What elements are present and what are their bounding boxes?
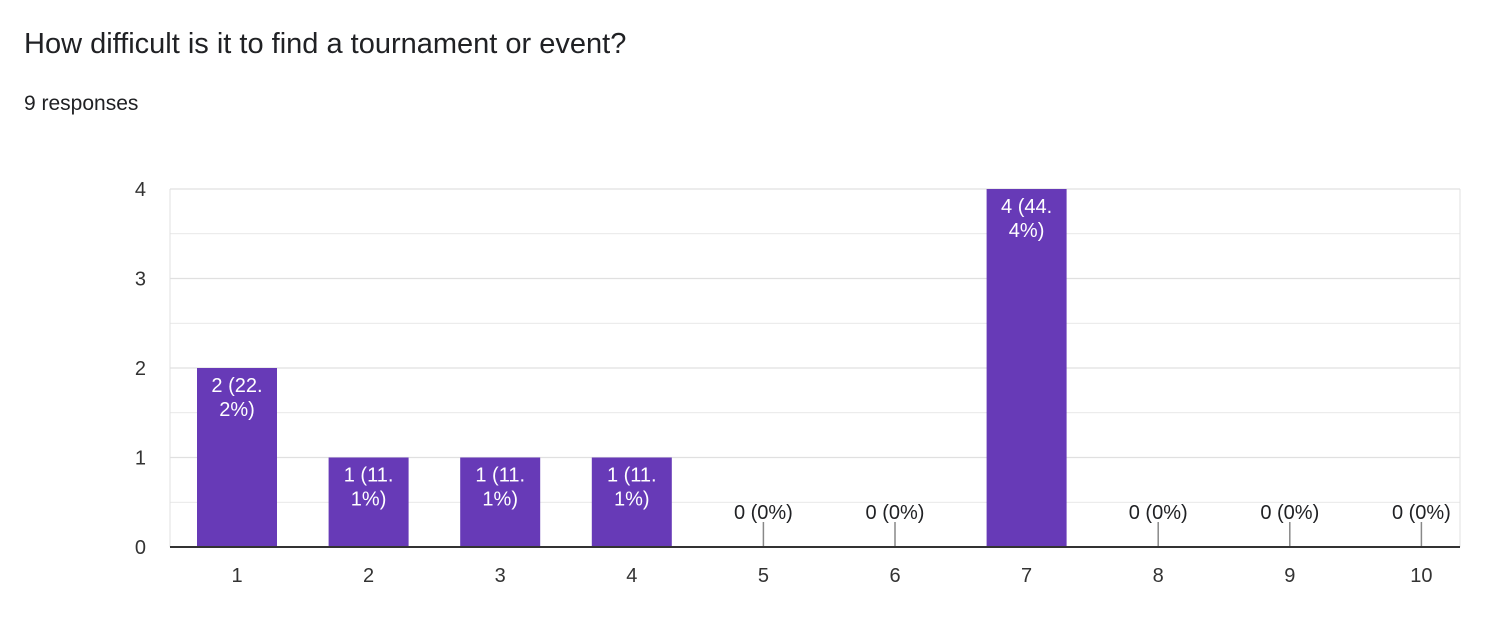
bar — [986, 189, 1067, 547]
x-tick-label: 8 — [1153, 565, 1164, 587]
bar-data-label: 2 (22. — [211, 375, 262, 397]
x-tick-label: 3 — [495, 565, 506, 587]
x-tick-label: 7 — [1021, 565, 1032, 587]
x-tick-label: 1 — [231, 565, 242, 587]
data-labels: 2 (22.2%)1 (11.1%)1 (11.1%)1 (11.1%)0 (0… — [211, 196, 1450, 524]
axes: 0 1 2 3 4 1 2 3 4 5 6 7 8 9 10 — [135, 179, 1460, 587]
bar-data-label: 1 (11. — [475, 465, 525, 487]
bar-data-label: 1 (11. — [607, 465, 657, 487]
bars — [197, 189, 1423, 547]
gridlines — [169, 188, 1461, 547]
bar-data-label: 1%) — [614, 489, 650, 511]
bar-data-label: 0 (0%) — [1392, 502, 1451, 524]
y-tick-label: 4 — [135, 179, 146, 201]
bar — [328, 457, 409, 547]
y-tick-label: 3 — [135, 269, 146, 291]
bar — [197, 368, 277, 547]
x-tick-label: 6 — [889, 565, 900, 587]
bar-data-label: 1%) — [482, 489, 518, 511]
y-tick-label: 2 — [135, 358, 146, 380]
x-tick-label: 10 — [1410, 565, 1432, 587]
question-title: How difficult is it to find a tournament… — [24, 28, 627, 60]
bar-data-label: 0 (0%) — [1260, 502, 1319, 524]
x-tick-label: 5 — [758, 565, 769, 587]
response-count: 9 responses — [24, 92, 139, 115]
bar-data-label: 4 (44. — [1001, 196, 1052, 218]
bar-data-label: 1%) — [351, 489, 387, 511]
bar-data-label: 0 (0%) — [1129, 502, 1188, 524]
bar-data-label: 1 (11. — [344, 465, 394, 487]
bar-data-label: 0 (0%) — [866, 502, 925, 524]
bar-data-label: 0 (0%) — [734, 502, 793, 524]
bar-data-label: 4%) — [1009, 220, 1045, 242]
x-tick-label: 2 — [363, 565, 374, 587]
y-tick-label: 0 — [135, 537, 146, 559]
y-tick-label: 1 — [135, 448, 146, 470]
x-tick-label: 9 — [1284, 565, 1295, 587]
bar-data-label: 2%) — [219, 399, 255, 421]
bar — [591, 457, 672, 547]
bar — [460, 457, 541, 547]
x-tick-label: 4 — [626, 565, 637, 587]
